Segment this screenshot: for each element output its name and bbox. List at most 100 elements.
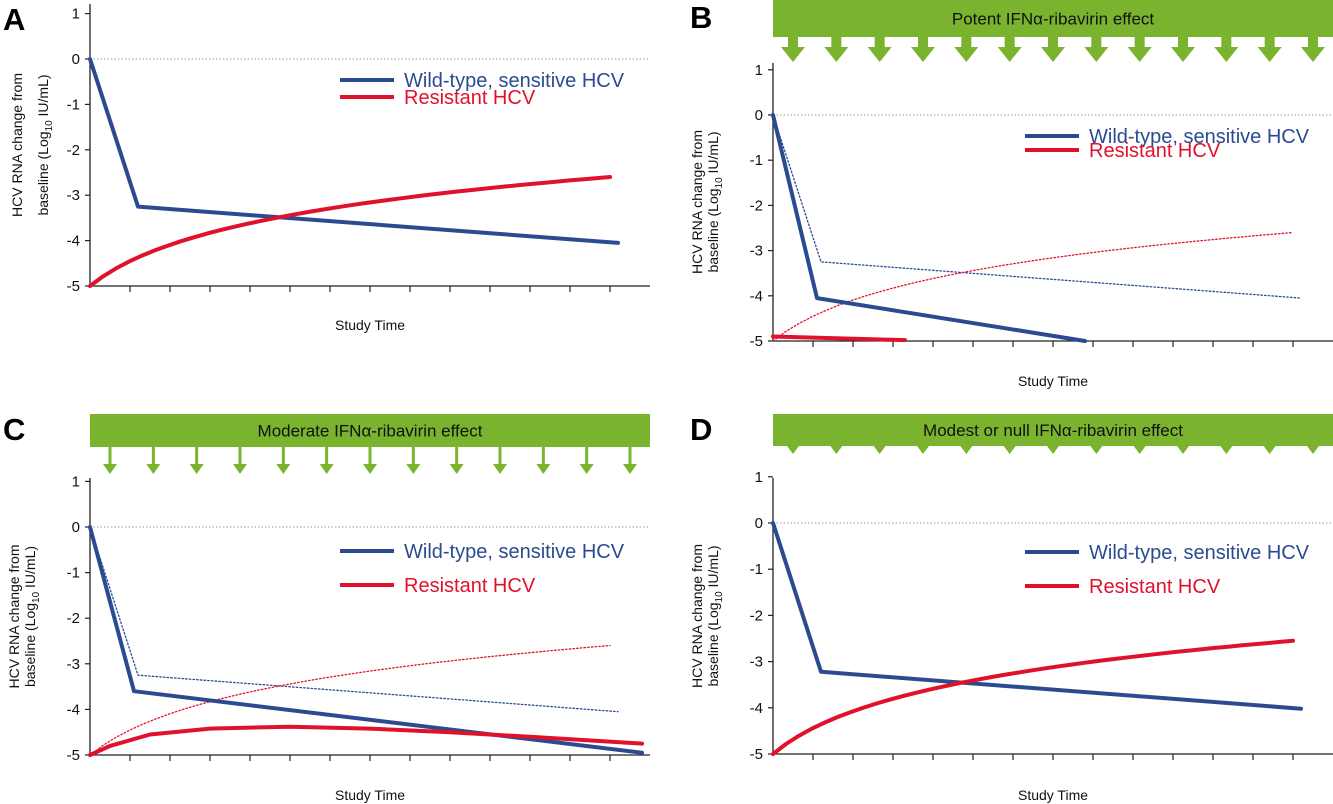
- y-tick-label: -5: [750, 333, 763, 350]
- legend-label: Wild-type, sensitive HCV: [404, 541, 625, 563]
- arrow-icon: [1004, 37, 1015, 49]
- arrow-icon: [997, 47, 1022, 62]
- y-axis-label-line1: HCV RNA change from: [689, 544, 705, 688]
- legend-label: Resistant HCV: [404, 87, 536, 109]
- panel-label: D: [690, 412, 712, 447]
- y-tick-label: -3: [67, 187, 80, 204]
- resistant-series-dotted-line: [772, 231, 1294, 342]
- y-tick-label: -1: [750, 561, 763, 578]
- y-tick-label: -3: [67, 656, 80, 673]
- effect-banner: Moderate IFNα-ribavirin effect: [90, 414, 650, 474]
- arrow-icon: [1264, 37, 1275, 49]
- y-tick-label: 0: [755, 107, 763, 124]
- panel-label: B: [690, 0, 712, 35]
- arrow-icon: [1171, 47, 1195, 62]
- arrow-icon: [363, 464, 377, 474]
- y-tick-label: -4: [750, 288, 763, 305]
- banner-title: Modest or null IFNα-ribavirin effect: [923, 421, 1183, 440]
- arrow-icon: [1048, 37, 1058, 49]
- arrow-icon: [406, 464, 421, 474]
- arrow-icon: [1221, 37, 1232, 49]
- legend-label: Resistant HCV: [404, 575, 536, 597]
- arrow-icon: [781, 47, 805, 62]
- arrow-icon: [824, 47, 849, 62]
- arrow-icon: [1127, 47, 1152, 62]
- panel-label: C: [3, 412, 25, 447]
- arrow-icon: [1301, 47, 1325, 62]
- arrow-icon: [1091, 37, 1102, 49]
- arrow-icon: [1177, 446, 1189, 454]
- arrow-icon: [917, 446, 929, 454]
- y-tick-label: -3: [750, 654, 763, 671]
- y-tick-label: -5: [67, 278, 80, 295]
- arrow-icon: [1214, 47, 1239, 62]
- resistant-series-solid-line: [771, 638, 1295, 756]
- y-axis-label-line2: baseline (Log10 IU/mL): [705, 131, 725, 272]
- wild-type-series-solid-line: [771, 113, 1087, 343]
- wild-type-series-dotted-line: [89, 526, 619, 713]
- arrow-icon: [493, 464, 507, 474]
- arrow-icon: [1047, 446, 1059, 454]
- legend: Wild-type, sensitive HCV Resistant HCV: [1025, 542, 1310, 598]
- legend-label: Wild-type, sensitive HCV: [404, 70, 625, 92]
- panel-b: B Potent IFNα-ribavirin effect 1 0 -1 -2 -3 -4 -…: [689, 0, 1333, 389]
- resistant-series-solid-line: [771, 334, 907, 343]
- arrow-icon: [1178, 37, 1188, 49]
- arrow-icon: [449, 464, 464, 474]
- y-tick-label: -4: [67, 233, 80, 250]
- y-tick-label: -2: [750, 197, 763, 214]
- legend-label: Wild-type, sensitive HCV: [1089, 126, 1310, 148]
- y-tick-label: 0: [72, 519, 80, 536]
- y-axis-label-line2: baseline (Log10 IU/mL): [35, 74, 55, 215]
- y-tick-label: 0: [72, 51, 80, 68]
- y-tick-label: 1: [755, 62, 763, 79]
- wild-type-series-dotted-line: [772, 114, 1302, 299]
- y-tick-label: 1: [72, 473, 80, 490]
- arrow-icon: [961, 37, 972, 49]
- arrow-icon: [1263, 446, 1276, 454]
- arrow-icon: [873, 446, 886, 454]
- panel-label: A: [3, 2, 25, 37]
- arrow-icon: [1090, 446, 1103, 454]
- y-tick-label: -4: [67, 701, 80, 718]
- arrow-icon: [1003, 446, 1016, 454]
- arrow-icon: [103, 464, 117, 474]
- y-tick-label: 1: [755, 469, 763, 486]
- arrow-icon: [1084, 47, 1109, 62]
- panel-d: D Modest or null IFNα-ribavirin effect 1 0 -…: [689, 412, 1333, 803]
- arrow-icon: [1257, 47, 1282, 62]
- x-axis-label: Study Time: [1018, 373, 1088, 389]
- wild-type-series-solid-line: [88, 57, 620, 245]
- y-tick-label: 1: [72, 6, 80, 23]
- panel-c: C Moderate IFNα-ribavirin effect 1 0 -1 -2 -3 -…: [3, 412, 650, 803]
- arrow-icon: [1133, 446, 1146, 454]
- arrow-icon: [830, 446, 843, 454]
- arrow-icon: [233, 464, 247, 474]
- y-tick-label: -2: [67, 610, 80, 627]
- arrow-icon: [189, 464, 204, 474]
- effect-banner: Modest or null IFNα-ribavirin effect: [773, 414, 1333, 454]
- arrow-icon: [1134, 37, 1145, 49]
- y-tick-label: -1: [67, 96, 80, 113]
- arrow-icon: [911, 47, 935, 62]
- y-axis-label-line1: HCV RNA change from: [689, 130, 705, 274]
- legend: Wild-type, sensitive HCV Resistant HCV: [340, 541, 625, 597]
- y-axis-label-line1: HCV RNA change from: [9, 73, 25, 217]
- arrow-icon: [787, 446, 799, 454]
- arrow-icon: [623, 464, 637, 474]
- wild-type-series-solid-line: [771, 521, 1303, 711]
- arrow-icon: [579, 464, 594, 474]
- legend-label: Resistant HCV: [1089, 576, 1221, 598]
- legend-label: Wild-type, sensitive HCV: [1089, 542, 1310, 564]
- arrow-icon: [874, 37, 885, 49]
- y-tick-label: -3: [750, 243, 763, 260]
- arrow-icon: [276, 464, 291, 474]
- arrow-icon: [867, 47, 892, 62]
- arrow-icon: [1308, 37, 1318, 49]
- y-axis-label-line2: baseline (Log10 IU/mL): [22, 546, 42, 687]
- y-tick-label: -1: [67, 565, 80, 582]
- panel-a: A 1 0 -1 -2 -3 -4 -5 HCV RNA change from baseline…: [3, 2, 650, 333]
